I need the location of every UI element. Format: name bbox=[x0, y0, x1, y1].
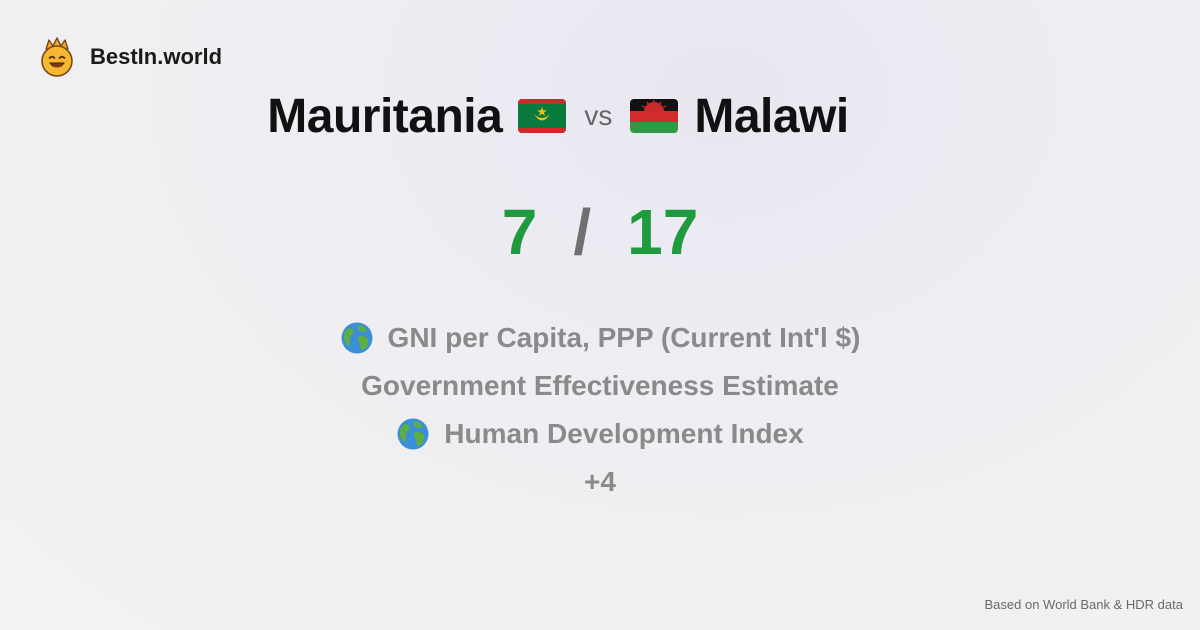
mauritania-flag-icon bbox=[518, 99, 567, 133]
metric-label: +4 bbox=[584, 466, 616, 497]
metric-item: GNI per Capita, PPP (Current Int'l $) bbox=[0, 314, 1200, 362]
malawi-flag-icon bbox=[630, 99, 679, 133]
metric-label: Human Development Index bbox=[444, 418, 804, 449]
crown-smiley-icon bbox=[40, 37, 74, 77]
metric-label: Government Effectiveness Estimate bbox=[361, 370, 839, 401]
country-b-name: Malawi bbox=[694, 89, 849, 143]
metric-label: GNI per Capita, PPP (Current Int'l $) bbox=[387, 322, 861, 353]
score-country-b: 17 bbox=[627, 196, 699, 268]
brand-logo[interactable]: BestIn.world bbox=[40, 37, 222, 77]
brand-name: BestIn.world bbox=[90, 44, 223, 69]
score-country-a: 7 bbox=[501, 196, 538, 268]
score: 7 / 17 bbox=[0, 196, 1200, 268]
data-source-note: Based on World Bank & HDR data bbox=[984, 597, 1183, 612]
metric-item: Government Effectiveness Estimate bbox=[0, 362, 1200, 410]
score-separator: / bbox=[573, 196, 592, 268]
metric-item: Human Development Index bbox=[0, 410, 1200, 458]
vs-label: vs bbox=[584, 100, 613, 131]
globe-icon bbox=[340, 321, 374, 355]
country-a-name: Mauritania bbox=[267, 89, 503, 143]
globe-icon bbox=[396, 417, 430, 451]
more-metrics-count: +4 bbox=[0, 458, 1200, 506]
page-title: Mauritania vs Malawi bbox=[0, 88, 1116, 144]
metrics-list: GNI per Capita, PPP (Current Int'l $) Go… bbox=[0, 314, 1200, 506]
